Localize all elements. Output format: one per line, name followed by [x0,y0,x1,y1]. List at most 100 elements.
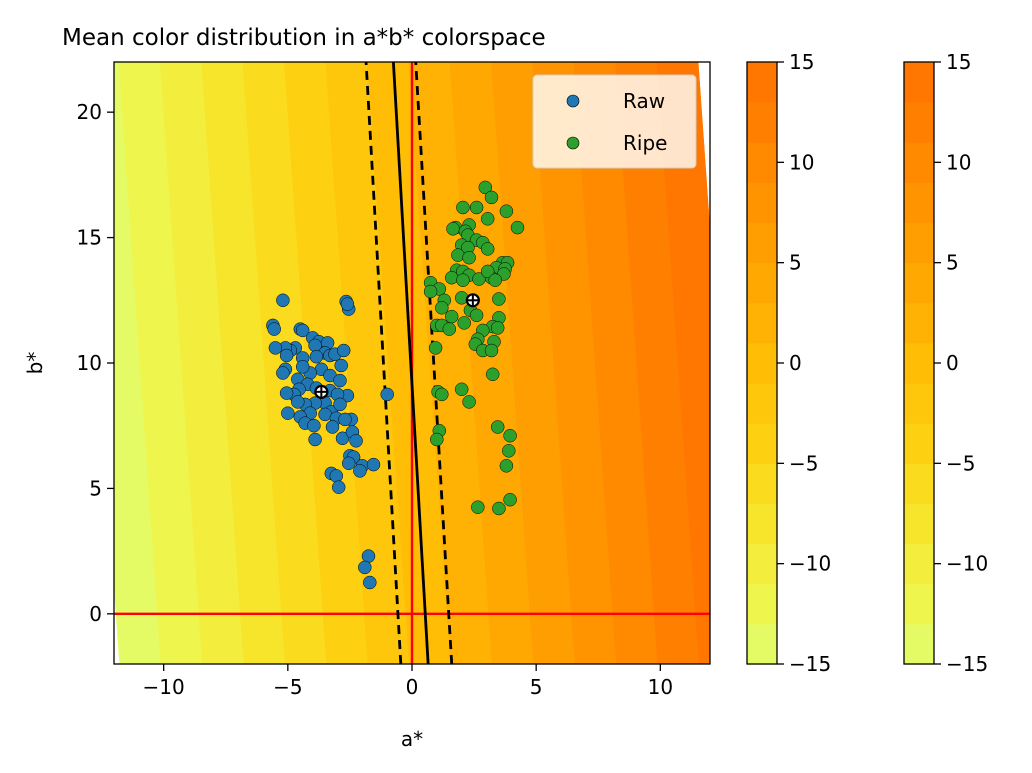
colorbar-tick-label: 0 [946,351,959,375]
scatter-point-ripe [492,292,506,306]
scatter-point-raw [353,464,367,478]
scatter-point-ripe [503,492,517,507]
scatter-point-ripe [444,270,459,285]
y-tick-label: 0 [89,602,102,626]
colorbar-band [747,302,777,344]
scatter-point-raw [358,560,372,575]
scatter-point-raw [279,386,294,400]
scatter-point-ripe [484,343,499,358]
margin-line-right [414,62,454,664]
colorbar-band [904,423,934,464]
scatter-point-raw [334,358,348,373]
margin-line-left [364,62,403,664]
scatter-point-raw [349,434,363,448]
scatter-point-raw [363,575,377,590]
colorbar-band [747,222,777,264]
scatter-point-ripe [457,316,471,330]
scatter-point-ripe [499,204,514,218]
scatter-point-ripe [462,395,476,409]
contour-band [201,62,286,664]
scatter-point-ripe [423,284,438,299]
colorbar-2: 15 10 5 0 −5 −10 −15 [903,50,988,676]
contour-band [284,62,369,664]
colorbar-band [904,503,934,545]
scatter-point-raw [361,549,376,563]
colorbar-1: 15 10 5 0 −5 −10 −15 [746,50,831,676]
scatter-point-ripe [469,200,484,215]
scatter-point-ripe [499,459,514,473]
y-axis-ticks: 0 5 10 15 20 [77,100,114,626]
colorbar-band [904,583,934,625]
scatter-point-raw [291,395,305,409]
colorbar-tick-label: −5 [946,451,975,475]
decision-boundary [364,62,454,664]
data-points [266,180,525,590]
y-tick-label: 15 [77,226,102,250]
scatter-point-raw [307,418,321,433]
scatter-point-ripe [503,428,517,443]
x-axis-label: a* [401,727,423,751]
scatter-point-raw [268,341,283,355]
contour-band [114,62,162,664]
colorbar-tick-label: 0 [789,351,802,375]
colorbar-band [747,543,777,585]
scatter-point-ripe [471,500,485,514]
scatter-point-ripe [462,250,476,265]
scatter-point-ripe [456,200,470,215]
x-tick-label: 10 [648,675,673,699]
scatter-point-raw [331,480,346,494]
scatter-point-raw [333,373,347,388]
y-tick-label: 10 [77,351,102,375]
colorbar-tick-label: 15 [789,50,814,74]
colorbar-band [904,342,934,384]
scatter-point-ripe [490,321,505,335]
scatter-point-raw [267,322,281,336]
contour-band [118,62,203,664]
contour-band [573,62,658,664]
x-tick-label: 5 [530,675,543,699]
colorbar-tick-label: 10 [946,150,971,174]
colorbar-band [904,182,934,224]
colorbar-tick-label: 5 [946,251,959,275]
contour-band [449,62,534,664]
colorbar-band [747,463,777,504]
x-axis-ticks: −10 −5 0 5 10 [143,664,673,699]
scatter-point-ripe [428,341,443,355]
scatter-point-ripe [444,309,459,324]
scatter-point-raw [276,293,290,308]
colorbar-band [904,142,934,183]
colorbar-tick-label: −10 [946,552,988,576]
scatter-point-raw [295,323,310,338]
scatter-point-ripe [492,501,506,516]
contour-band [159,62,245,664]
scatter-point-raw [366,457,381,472]
colorbar-tick-label: −15 [946,652,988,676]
colorbar-band [747,503,777,545]
colorbar-tick-label: 10 [789,150,814,174]
legend-marker-ripe [566,136,580,150]
legend-label-raw: Raw [623,89,665,113]
colorbar-tick-label: −15 [789,652,831,676]
scatter-point-ripe [502,444,516,458]
scatter-point-ripe [490,420,505,434]
scatter-point-raw [341,456,356,471]
x-tick-label: −10 [143,675,185,699]
scatter-point-raw [340,297,355,311]
x-tick-label: 0 [406,675,419,699]
scatter-point-raw [335,431,350,446]
scatter-point-ripe [485,367,500,382]
colorbar-tick-label: 15 [946,50,971,74]
colorbar-tick-label: −5 [789,451,818,475]
scatter-point-ripe [488,273,502,287]
scatter-point-raw [325,420,340,434]
colorbar-band [747,142,777,183]
contour-band [615,62,700,664]
scatter-point-ripe [484,190,499,205]
scatter-point-ripe [510,220,525,235]
colorbar-band [747,342,777,384]
colorbar-band [904,623,934,665]
scatter-point-ripe [430,432,444,447]
scatter-point-ripe [454,382,469,397]
colorbar-band [747,423,777,464]
